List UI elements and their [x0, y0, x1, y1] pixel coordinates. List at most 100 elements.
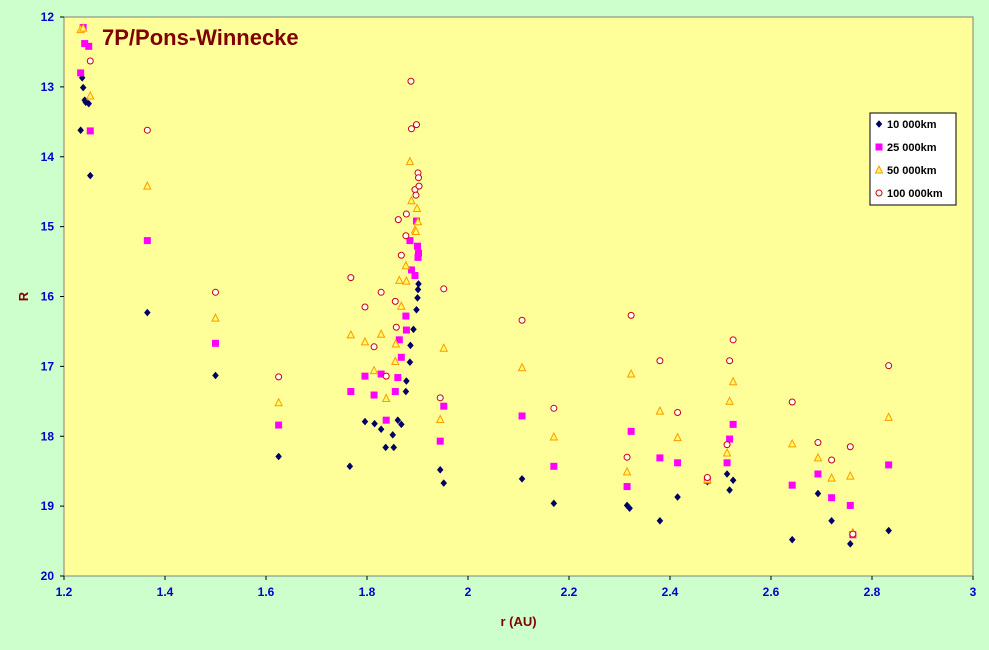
- data-point: [726, 435, 734, 443]
- data-point: [885, 362, 893, 370]
- data-point: [729, 476, 737, 485]
- data-point: [390, 356, 400, 365]
- data-point: [391, 297, 399, 305]
- data-point: [397, 301, 406, 310]
- series-50-000km: [76, 23, 893, 537]
- legend-marker: [875, 189, 883, 197]
- data-point: [78, 23, 88, 32]
- data-point: [394, 216, 402, 224]
- data-point: [361, 417, 369, 426]
- data-point: [723, 470, 731, 478]
- data-point: [406, 358, 414, 367]
- data-point: [275, 373, 283, 381]
- data-point: [394, 374, 402, 382]
- legend-marker: [874, 164, 884, 174]
- data-point: [828, 494, 836, 502]
- x-tick-label: 3: [970, 585, 977, 599]
- data-point: [656, 454, 664, 462]
- data-point: [656, 357, 664, 365]
- data-point: [722, 447, 732, 457]
- data-point: [439, 343, 449, 352]
- y-tick-label: 16: [41, 290, 55, 304]
- x-tick-label: 2.6: [763, 585, 780, 599]
- y-tick-label: 13: [41, 80, 55, 94]
- y-tick-label: 14: [41, 150, 55, 164]
- data-point: [674, 408, 682, 416]
- data-point: [410, 325, 417, 334]
- data-point: [346, 329, 356, 339]
- data-point: [656, 516, 664, 525]
- data-point: [626, 368, 636, 378]
- data-point: [86, 57, 94, 65]
- y-tick-label: 15: [41, 220, 55, 234]
- data-point: [389, 430, 397, 439]
- data-point: [728, 376, 738, 386]
- data-point: [85, 90, 95, 100]
- data-point: [627, 427, 635, 435]
- data-point: [395, 336, 403, 344]
- data-point: [623, 453, 631, 461]
- data-point: [729, 336, 737, 344]
- data-point: [436, 394, 444, 402]
- data-point: [814, 489, 822, 498]
- data-point: [411, 226, 421, 236]
- data-point: [828, 516, 835, 525]
- data-point: [371, 419, 378, 428]
- data-point: [407, 341, 414, 350]
- y-tick-label: 19: [41, 499, 55, 513]
- y-tick-label: 18: [41, 429, 55, 443]
- legend-label: 10 000km: [887, 119, 937, 131]
- data-point: [550, 462, 558, 470]
- legend-marker: [875, 143, 883, 151]
- data-point: [211, 313, 220, 322]
- data-point: [274, 397, 283, 407]
- data-point: [402, 326, 410, 334]
- data-point: [440, 285, 448, 293]
- data-point: [729, 420, 737, 428]
- data-point: [813, 452, 823, 462]
- data-point: [788, 481, 796, 489]
- data-point: [518, 412, 526, 420]
- legend-label: 100 000km: [887, 188, 943, 200]
- x-tick-label: 2.8: [864, 585, 881, 599]
- data-point: [846, 443, 854, 451]
- data-point: [403, 377, 410, 385]
- data-point: [414, 294, 421, 302]
- series-10-000km: [77, 73, 892, 548]
- data-point: [381, 393, 391, 403]
- x-tick-label: 2: [465, 585, 472, 599]
- data-point: [346, 462, 354, 471]
- data-point: [401, 260, 411, 270]
- data-point: [413, 216, 423, 226]
- data-point: [846, 501, 854, 509]
- data-point: [655, 405, 665, 415]
- data-point: [382, 443, 390, 452]
- data-point: [397, 251, 405, 259]
- data-point: [390, 443, 398, 452]
- data-point: [814, 439, 822, 447]
- data-point: [440, 479, 448, 487]
- x-tick-label: 1.4: [157, 585, 174, 599]
- data-point: [370, 391, 378, 399]
- data-point: [86, 127, 94, 135]
- data-point: [402, 276, 411, 285]
- data-point: [703, 473, 711, 481]
- data-point: [787, 438, 797, 448]
- data-point: [674, 459, 682, 467]
- data-point: [407, 77, 415, 85]
- data-point: [212, 288, 219, 296]
- data-point: [392, 323, 400, 331]
- data-point: [415, 280, 422, 288]
- x-tick-label: 1.2: [56, 585, 73, 599]
- x-tick-label: 1.6: [258, 585, 275, 599]
- data-point: [360, 336, 370, 346]
- data-point: [212, 339, 219, 347]
- data-point: [723, 441, 731, 449]
- legend-box: [869, 112, 957, 206]
- data-point: [412, 121, 420, 129]
- data-point: [414, 285, 422, 294]
- x-axis-label: r (AU): [500, 614, 536, 629]
- data-point: [788, 398, 796, 406]
- data-point: [382, 416, 390, 424]
